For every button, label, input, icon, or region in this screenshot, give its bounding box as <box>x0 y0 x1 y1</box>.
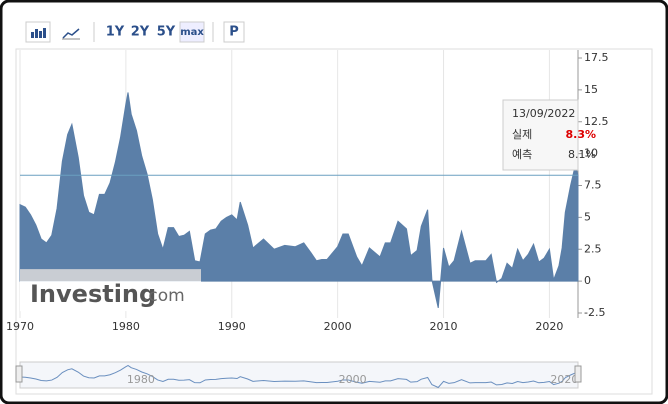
y-tick-label: 17.5 <box>584 51 609 64</box>
area <box>19 92 579 309</box>
bar-chart-button[interactable] <box>25 21 51 43</box>
x-tick-label: 2020 <box>535 320 563 333</box>
y-tick-label: 15 <box>584 83 598 96</box>
navigator <box>19 361 579 389</box>
y-tick-label: -2.5 <box>584 306 605 319</box>
y-tick-label: 10 <box>584 147 598 160</box>
navigator-label: 2020 <box>550 373 578 386</box>
navigator-line <box>19 364 579 389</box>
range-button[interactable]: 2Y <box>131 25 150 40</box>
tooltip-value: 8.3% <box>565 128 596 141</box>
tooltip-label: 실제 <box>512 128 532 141</box>
toolbar: P <box>25 21 245 43</box>
range-button[interactable]: max <box>180 27 204 38</box>
x-tick-label: 2000 <box>324 320 352 333</box>
navigator-handle[interactable] <box>574 365 582 383</box>
x-tick-label: 1970 <box>6 320 34 333</box>
y-tick-label: 7.5 <box>584 179 602 192</box>
y-tick-label: 2.5 <box>584 242 602 255</box>
logo-suffix: .com <box>143 286 185 306</box>
x-tick-label: 2010 <box>430 320 458 333</box>
y-tick-label: 5 <box>584 210 591 223</box>
logo-main: Investing <box>30 280 156 308</box>
logo-bg <box>20 281 201 312</box>
tooltip-label: 예측 <box>512 148 532 161</box>
max-highlight <box>179 21 205 43</box>
tooltip <box>502 99 579 171</box>
range-button[interactable]: 1Y <box>106 25 125 40</box>
p-button-frame <box>223 21 245 43</box>
p-button[interactable]: P <box>229 25 239 40</box>
tooltip-value: 8.1% <box>568 148 596 161</box>
tooltip-date: 13/09/2022 <box>512 107 575 120</box>
navigator-handle[interactable] <box>15 365 23 383</box>
x-tick-label: 1980 <box>112 320 140 333</box>
x-tick-label: 1990 <box>218 320 246 333</box>
y-tick-label: 0 <box>584 274 591 287</box>
range-button[interactable]: 5Y <box>157 25 176 40</box>
navigator-label: 1980 <box>127 373 155 386</box>
y-tick-label: 12.5 <box>584 115 609 128</box>
logo-band <box>20 269 201 282</box>
line-chart-button[interactable] <box>62 28 80 40</box>
navigator-label: 2000 <box>339 373 367 386</box>
